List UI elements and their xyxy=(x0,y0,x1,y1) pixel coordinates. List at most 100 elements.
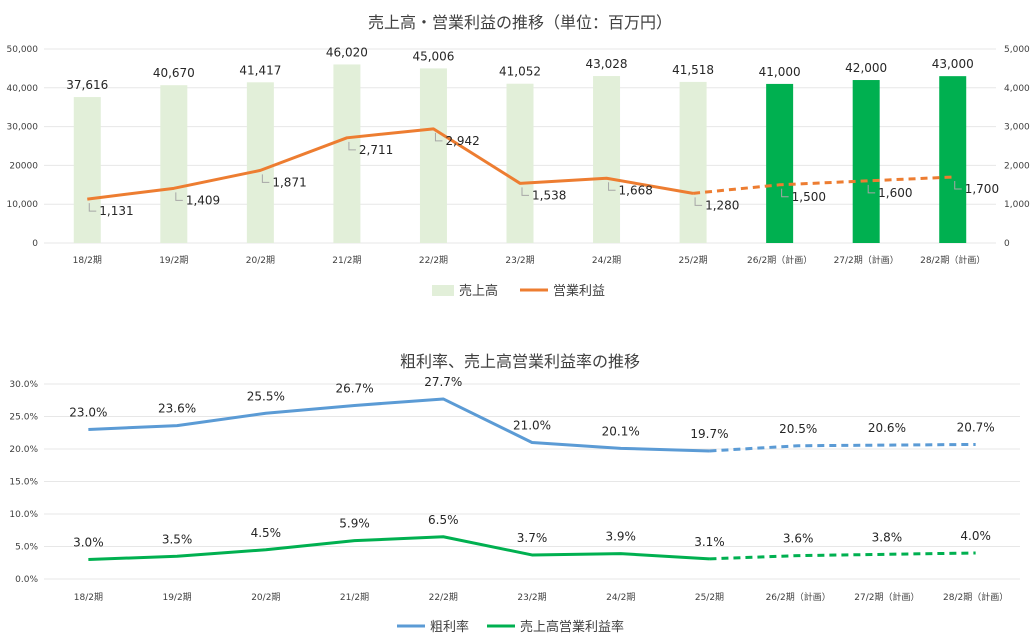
legend-label-sales: 売上高 xyxy=(459,283,498,299)
operating-profit-leader-line xyxy=(434,132,443,142)
chart1-category-label: 20/2期 xyxy=(246,255,275,266)
operating-profit-data-label: 1,871 xyxy=(272,175,306,189)
sales-bar xyxy=(679,81,707,243)
chart1-right-tick-label: 2,000 xyxy=(1004,161,1030,171)
gross-margin-data-label: 25.5% xyxy=(247,389,285,403)
chart1-line: 1,131 1,409 1,871 2,711 2,942 1,538 1,668 1,280… xyxy=(87,127,999,218)
chart2-y-axis: 30.0% 25.0% 20.0% 15.0% 10.0% 5.0% 0.0% xyxy=(9,380,38,585)
chart1-category-label: 19/2期 xyxy=(159,255,188,266)
operating-margin-data-label: 3.8% xyxy=(872,530,903,544)
chart2-tick-label: 10.0% xyxy=(9,510,38,520)
chart2-tick-label: 5.0% xyxy=(15,543,38,553)
chart1-left-tick-label: 20000 xyxy=(9,161,38,171)
chart1-category-label: 23/2期 xyxy=(505,255,534,266)
gross-margin-line-plan xyxy=(709,442,976,453)
gross-margin-data-label: 20.6% xyxy=(868,421,906,435)
legend-label-gross-margin: 粗利率 xyxy=(430,619,469,635)
chart2-category-label: 23/2期 xyxy=(517,592,546,603)
operating-profit-data-label: 1,131 xyxy=(99,204,133,218)
operating-profit-leader-line xyxy=(348,141,356,151)
operating-margin-line xyxy=(88,535,710,561)
sales-data-label: 41,417 xyxy=(239,63,281,77)
operating-margin-data-label: 3.1% xyxy=(694,535,725,549)
sales-bar xyxy=(939,76,967,243)
chart1-right-tick-label: 5,000 xyxy=(1004,45,1030,55)
operating-margin-data-label: 3.6% xyxy=(783,532,814,546)
chart1-x-axis: 18/2期 19/2期 20/2期 21/2期 22/2期 23/2期 24/2期 25/2期… xyxy=(73,254,986,266)
chart1-category-label: 24/2期 xyxy=(592,255,621,266)
chart2-category-label: 25/2期 xyxy=(695,592,724,603)
chart2-gridlines xyxy=(44,383,1020,580)
chart1-left-axis: 50,000 40,000 30,000 20000 10,000 0 xyxy=(7,45,39,249)
chart2-tick-label: 15.0% xyxy=(9,478,38,488)
gross-margin-data-label: 20.1% xyxy=(602,424,640,438)
chart2-category-label: 20/2期 xyxy=(251,592,280,603)
operating-profit-line xyxy=(87,127,694,201)
chart1-left-tick-label: 10,000 xyxy=(7,200,39,210)
operating-profit-data-label: 1,409 xyxy=(186,193,220,207)
sales-bar xyxy=(73,97,101,243)
operating-profit-leader-line xyxy=(175,192,183,201)
sales-data-label: 43,028 xyxy=(586,57,628,71)
sales-data-label: 41,052 xyxy=(499,65,541,79)
operating-margin-data-label: 4.5% xyxy=(251,526,282,540)
operating-profit-data-label: 1,500 xyxy=(792,190,826,204)
operating-profit-leader-line xyxy=(867,184,876,194)
chart2-category-label: 21/2期 xyxy=(340,592,369,603)
chart2-tick-label: 20.0% xyxy=(9,445,38,455)
operating-margin-data-label: 3.9% xyxy=(605,530,636,544)
chart1-right-tick-label: 3,000 xyxy=(1004,123,1030,133)
operating-profit-data-label: 1,600 xyxy=(878,186,912,200)
sales-bar xyxy=(593,76,621,243)
chart1-right-axis: 5,000 4,000 3,000 2,000 1,000 0 xyxy=(1004,45,1030,249)
gross-margin-data-label: 23.0% xyxy=(69,406,107,420)
chart2-legend: 粗利率 売上高営業利益率 xyxy=(397,619,624,635)
chart1-left-tick-label: 0 xyxy=(32,239,38,249)
chart2-category-label: 28/2期（計画） xyxy=(943,591,1008,603)
sales-data-label: 40,670 xyxy=(153,66,195,80)
sales-data-label: 41,518 xyxy=(672,63,714,77)
operating-margin-data-label: 3.7% xyxy=(517,531,548,545)
chart1-title: 売上高・営業利益の推移（単位：百万円） xyxy=(368,13,672,32)
chart1-left-tick-label: 30,000 xyxy=(7,123,39,133)
chart1-right-tick-label: 0 xyxy=(1004,239,1010,249)
chart2-lines: 23.0% 23.6% 25.5% 26.7% 27.7% 21.0% 20.1% 19.7%… xyxy=(69,375,995,561)
gross-margin-data-label: 26.7% xyxy=(335,381,373,395)
chart1-category-label: 26/2期（計画） xyxy=(747,254,812,266)
operating-margin-data-label: 3.0% xyxy=(73,536,104,550)
operating-profit-data-label: 2,711 xyxy=(359,143,393,157)
chart2-category-label: 22/2期 xyxy=(429,592,458,603)
operating-profit-data-label: 1,700 xyxy=(965,182,999,196)
sales-bar xyxy=(852,80,880,243)
operating-profit-data-label: 1,538 xyxy=(532,188,566,202)
operating-margin-data-label: 6.5% xyxy=(428,513,459,527)
operating-margin-data-label: 4.0% xyxy=(960,529,991,543)
gross-margin-data-label: 20.7% xyxy=(957,420,995,434)
operating-profit-leader-line xyxy=(521,187,529,196)
sales-bar xyxy=(333,64,361,243)
gross-margin-data-label: 27.7% xyxy=(424,375,462,389)
sales-data-label: 46,020 xyxy=(326,45,368,59)
operating-margin-data-label: 5.9% xyxy=(339,517,370,531)
gross-margin-data-label: 23.6% xyxy=(158,402,196,416)
chart1-left-tick-label: 50,000 xyxy=(7,45,39,55)
sales-bar xyxy=(246,82,274,244)
chart2-tick-label: 25.0% xyxy=(9,413,38,423)
operating-profit-data-label: 2,942 xyxy=(445,134,479,148)
sales-data-label: 41,000 xyxy=(759,65,801,79)
chart1-bars: 37,616 40,670 41,417 46,020 45,006 41,052 43,0… xyxy=(66,45,974,244)
sales-bar xyxy=(160,85,188,243)
gross-margin-data-label: 21.0% xyxy=(513,419,551,433)
sales-bar xyxy=(766,83,794,243)
sales-bar xyxy=(506,83,534,244)
chart2-x-axis: 18/2期 19/2期 20/2期 21/2期 22/2期 23/2期 24/2期 25/2期… xyxy=(74,591,1008,603)
operating-margin-line-plan xyxy=(709,551,976,561)
gross-margin-data-label: 19.7% xyxy=(690,427,728,441)
chart2-tick-label: 30.0% xyxy=(9,380,38,390)
chart1-right-tick-label: 1,000 xyxy=(1004,200,1030,210)
chart2-category-label: 24/2期 xyxy=(606,592,635,603)
legend-label-operating-profit: 営業利益 xyxy=(553,283,605,299)
chart1-category-label: 21/2期 xyxy=(332,255,361,266)
chart2-category-label: 19/2期 xyxy=(162,592,191,603)
chart1-left-tick-label: 40,000 xyxy=(7,84,39,94)
